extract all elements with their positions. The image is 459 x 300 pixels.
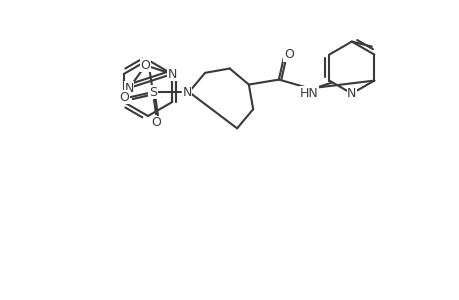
- Text: O: O: [283, 48, 293, 61]
- Text: HN: HN: [299, 87, 318, 100]
- Text: N: N: [347, 87, 356, 100]
- Text: N: N: [167, 68, 177, 80]
- Text: O: O: [151, 116, 161, 130]
- Text: O: O: [119, 91, 129, 103]
- Text: N: N: [124, 82, 134, 94]
- Text: N: N: [182, 85, 191, 98]
- Text: O: O: [140, 59, 150, 72]
- Text: S: S: [149, 85, 157, 98]
